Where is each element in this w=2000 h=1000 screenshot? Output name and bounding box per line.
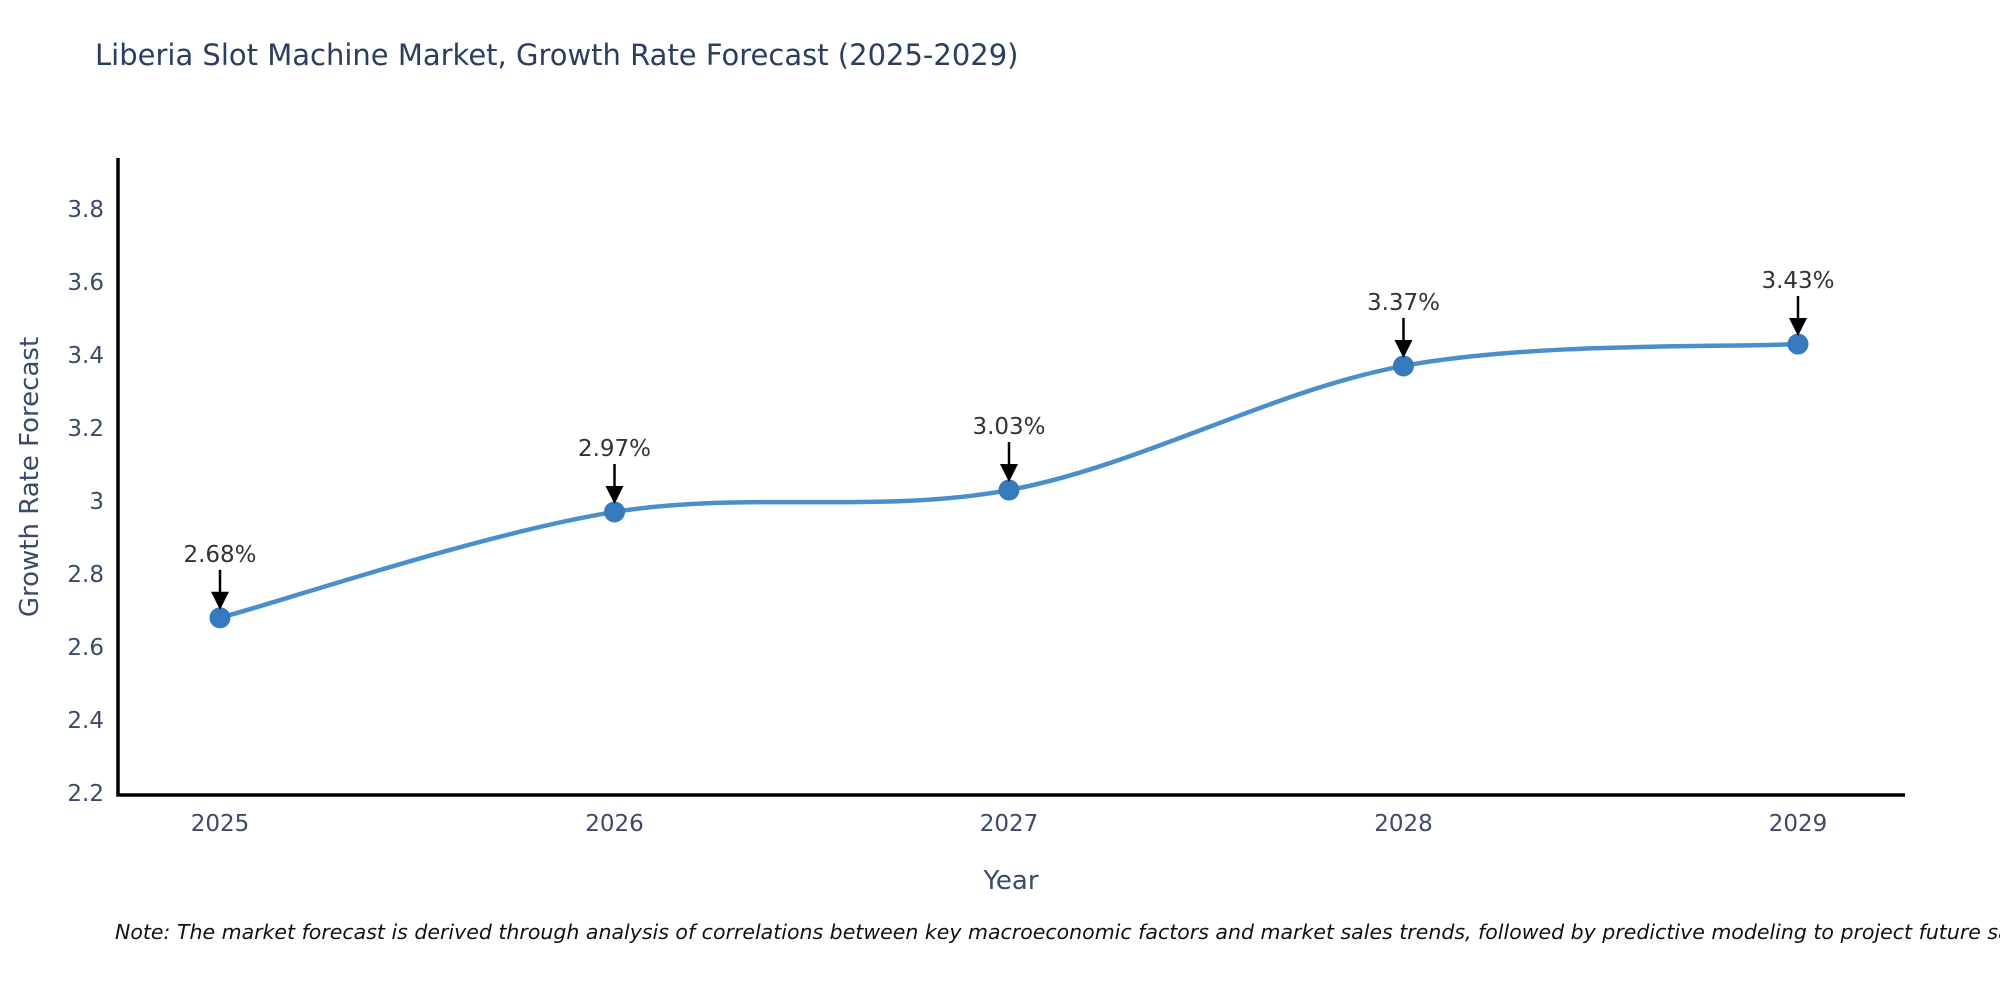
annotation-arrow-head [211, 591, 229, 610]
y-tick-label: 2.6 [67, 635, 104, 661]
y-tick-label: 3.8 [67, 197, 104, 223]
data-point-marker[interactable] [998, 479, 1020, 501]
y-tick-label: 2.4 [67, 708, 104, 734]
data-point-marker[interactable] [1393, 355, 1414, 377]
annotation-arrow-head [605, 485, 624, 504]
annotation-arrow-head [1000, 464, 1018, 483]
data-point-marker[interactable] [604, 501, 625, 523]
data-point-label: 2.68% [183, 542, 256, 568]
x-tick-label: 2027 [980, 811, 1039, 837]
axis-spines [116, 158, 1905, 797]
y-tick-label: 2.2 [67, 781, 104, 807]
x-tick-label: 2029 [1769, 811, 1828, 837]
data-point-marker[interactable] [209, 607, 231, 629]
data-point-label: 3.43% [1761, 268, 1834, 294]
y-tick-label: 3 [89, 489, 104, 515]
x-tick-label: 2026 [585, 811, 644, 837]
y-axis-title: Growth Rate Forecast [15, 336, 45, 618]
y-tick-label: 2.8 [67, 562, 104, 588]
x-tick-label: 2028 [1374, 811, 1433, 837]
data-point-marker[interactable] [1787, 333, 1809, 355]
data-point-label: 3.03% [972, 414, 1045, 440]
annotation-arrow-head [1789, 318, 1807, 337]
annotation-arrow-head [1394, 339, 1413, 358]
x-axis-title: Year [983, 866, 1039, 896]
chart-title: Liberia Slot Machine Market, Growth Rate… [95, 38, 1019, 72]
x-tick-label: 2025 [191, 811, 250, 837]
y-tick-label: 3.4 [67, 343, 104, 369]
data-point-label: 2.97% [578, 436, 651, 462]
footnote: Note: The market forecast is derived thr… [115, 920, 2000, 944]
y-tick-label: 3.2 [67, 416, 104, 442]
data-point-label: 3.37% [1367, 290, 1440, 316]
y-tick-label: 3.6 [67, 270, 104, 296]
